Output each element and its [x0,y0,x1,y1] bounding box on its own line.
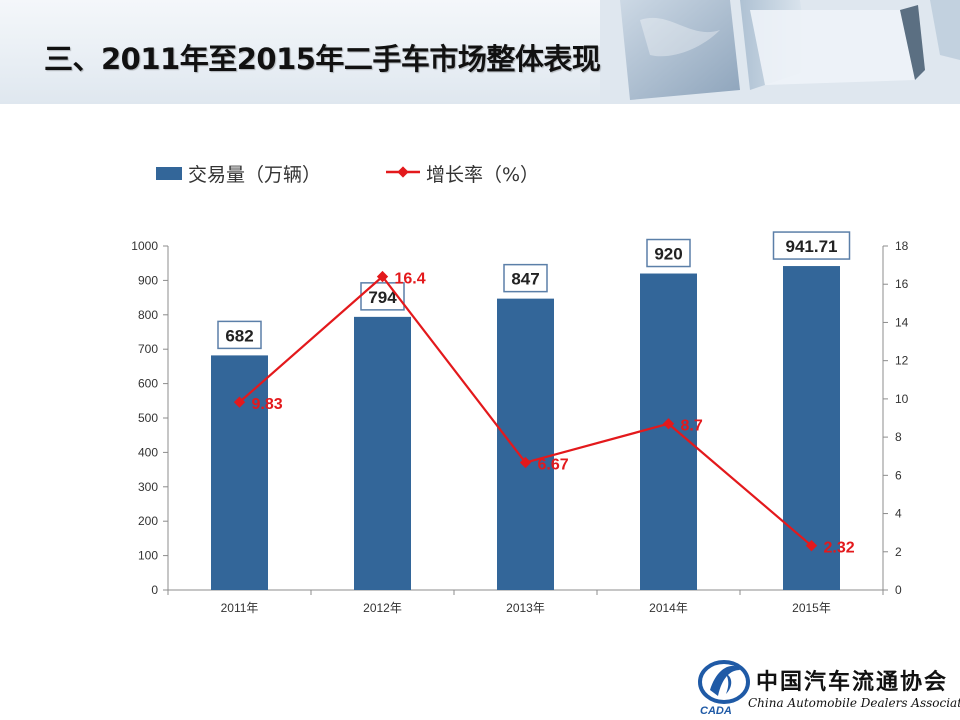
line-point [805,540,818,552]
bar-data-label: 920 [654,245,682,264]
x-tick-label: 2015年 [792,601,831,615]
y-tick-label-left: 300 [138,480,158,494]
y-tick-label-right: 0 [895,583,902,597]
legend-label-line: 增长率（%） [426,164,540,186]
y-tick-label-right: 8 [895,430,902,444]
line-data-label: 2.32 [824,540,855,557]
y-tick-label-left: 200 [138,514,158,528]
bar-label-box [772,231,851,260]
x-tick-label: 2013年 [506,601,545,615]
y-tick-label-right: 16 [895,277,909,291]
line-point [662,418,675,430]
header-decoration [600,0,960,104]
line-data-label: 9.83 [252,396,283,413]
cada-logo: CADA 中国汽车流通协会 China Automobile Dealers A… [696,656,960,720]
bar-data-label: 847 [511,270,539,289]
y-tick-label-right: 12 [895,354,909,368]
bar [211,355,268,590]
bar-label-box [646,238,691,268]
y-tick-label-left: 400 [138,445,158,459]
y-tick-label-left: 800 [138,308,158,322]
bar-label-box [217,320,262,350]
y-tick-label-left: 1000 [131,239,158,253]
bar [497,298,554,590]
x-tick-label: 2011年 [221,601,259,615]
bar-label-box [503,263,548,293]
y-tick-label-left: 700 [138,342,158,356]
y-tick-label-left: 600 [138,377,158,391]
cada-logo-mark: CADA [698,660,750,717]
line-point [233,396,246,408]
line-point [376,270,389,283]
x-tick-label: 2012年 [363,601,402,615]
y-tick-label-left: 100 [138,549,158,563]
logo-name-en: China Automobile Dealers Association [748,696,960,710]
line-data-label: 16.4 [395,271,426,288]
y-tick-label-right: 10 [895,392,909,406]
bar [640,273,697,590]
y-tick-label-right: 18 [895,239,909,253]
logo-name-cn: 中国汽车流通协会 [756,669,949,695]
y-tick-label-left: 0 [151,583,158,597]
svg-text:CADA: CADA [700,705,732,717]
bar-data-label: 682 [225,326,253,345]
bar-data-label: 794 [368,288,397,307]
y-tick-label-right: 4 [895,507,902,521]
legend-swatch-bar [156,167,182,180]
bar [783,266,840,590]
y-tick-label-right: 6 [895,468,902,482]
line-point [519,456,532,469]
y-tick-label-left: 500 [138,411,158,425]
page-title: 三、2011年至2015年二手车市场整体表现 [44,42,601,76]
legend-label-bar: 交易量（万辆） [188,164,322,186]
y-tick-label-right: 2 [895,545,902,559]
bar [354,316,411,590]
bar-data-label: 941.71 [786,237,838,256]
line-data-label: 8.7 [681,418,703,435]
line-data-label: 6.67 [538,457,569,474]
legend-swatch-line [386,166,420,178]
header-banner: 三、2011年至2015年二手车市场整体表现 [0,0,960,104]
y-tick-label-right: 14 [895,315,909,329]
x-tick-label: 2014年 [649,601,688,615]
y-tick-label-left: 900 [138,273,158,287]
bar-label-box [360,282,405,311]
